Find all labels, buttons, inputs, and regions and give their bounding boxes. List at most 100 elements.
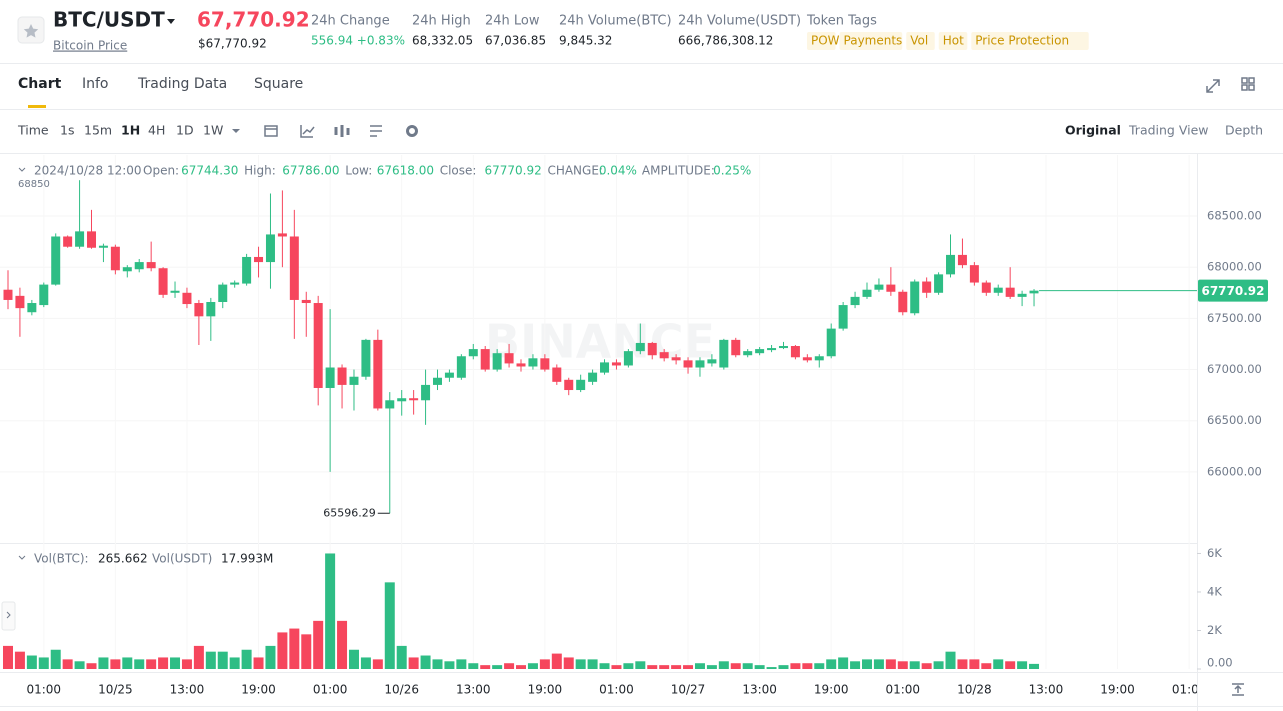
volume-bar xyxy=(802,663,813,669)
interval[interactable]: 1D xyxy=(176,123,194,138)
tab[interactable]: Info xyxy=(82,76,109,92)
volume-bar xyxy=(468,663,479,669)
interval[interactable]: Time xyxy=(17,123,49,138)
tag-bg xyxy=(807,32,836,50)
y-tick-label: 66000.00 xyxy=(1207,464,1262,478)
candle-body xyxy=(206,301,216,317)
vol-label: Vol(BTC): xyxy=(34,552,89,566)
symbol[interactable]: BTC/USDT xyxy=(53,8,165,32)
interval[interactable]: 15m xyxy=(84,123,112,138)
volume-bar xyxy=(146,659,157,669)
interval-arrow[interactable] xyxy=(232,129,240,133)
subtitle-link[interactable]: Bitcoin Price xyxy=(53,39,127,53)
candle-body xyxy=(993,287,1003,293)
candle-body xyxy=(1005,287,1015,297)
tag[interactable]: Price Protection xyxy=(975,34,1069,48)
candle-body xyxy=(683,360,693,368)
interval[interactable]: 1s xyxy=(60,123,74,138)
legend-value: 67770.92 xyxy=(484,164,541,178)
view-option[interactable]: Trading View xyxy=(1128,123,1209,138)
collapse-arrow[interactable] xyxy=(18,167,26,560)
candle-body xyxy=(265,234,275,263)
candle-body xyxy=(946,254,956,275)
volume-bar xyxy=(289,628,300,669)
candle-body xyxy=(647,342,657,356)
y-tick-label: 67000.00 xyxy=(1207,362,1262,376)
candle-body xyxy=(552,367,562,382)
tag[interactable]: Hot xyxy=(943,34,964,48)
candle-body xyxy=(671,357,681,361)
volume-bar xyxy=(575,659,586,669)
stat-label: 24h High xyxy=(412,14,471,29)
volume-bar xyxy=(444,661,455,669)
interval[interactable]: 4H xyxy=(148,123,165,138)
interval[interactable]: 1H xyxy=(121,123,140,138)
volume-bar xyxy=(659,665,670,669)
candle-body xyxy=(707,359,717,364)
min-price-label: 65596.29 xyxy=(323,506,376,519)
view-option[interactable]: Depth xyxy=(1225,123,1263,138)
watermark: BINANCE xyxy=(485,315,715,369)
candle-body xyxy=(218,284,228,302)
stat-label: 24h Low xyxy=(485,14,540,29)
candle-body xyxy=(409,398,419,401)
volume-bar xyxy=(563,657,574,669)
legend-value: 0.25% xyxy=(713,164,751,178)
gear-icon[interactable] xyxy=(406,125,418,137)
interval[interactable]: 1W xyxy=(203,123,223,138)
x-tick-label: 19:00 xyxy=(1100,683,1135,697)
y-tick-label: 67500.00 xyxy=(1207,311,1262,325)
volume-bar xyxy=(730,663,741,669)
tab[interactable]: Chart xyxy=(18,76,62,92)
side-arrow xyxy=(6,611,11,619)
volume-bar xyxy=(253,657,264,669)
candle-body xyxy=(826,328,836,357)
indicator-icon[interactable] xyxy=(300,125,315,138)
candle-body xyxy=(910,281,920,314)
tab[interactable]: Trading Data xyxy=(137,76,227,92)
fullscreen-icon[interactable] xyxy=(1206,79,1220,93)
legend-label: Low: xyxy=(345,164,372,178)
tag-bg xyxy=(839,32,903,50)
candle-body xyxy=(468,349,478,357)
dropdown-arrow[interactable] xyxy=(167,19,175,24)
candle-body xyxy=(695,360,705,368)
calendar-icon[interactable] xyxy=(264,125,278,137)
tag-bg xyxy=(906,32,935,50)
candle-body xyxy=(15,295,25,309)
volume-bar xyxy=(957,659,968,669)
view-option[interactable]: Original xyxy=(1065,123,1121,138)
volume-bar xyxy=(885,659,896,669)
settings-list-icon[interactable] xyxy=(370,125,382,137)
tag[interactable]: Payments xyxy=(844,34,903,48)
candle-body xyxy=(504,353,514,364)
layout-icon[interactable] xyxy=(1241,77,1255,91)
x-tick-label: 10/27 xyxy=(671,683,706,697)
candle-body xyxy=(790,346,800,358)
volume-bar xyxy=(480,665,491,669)
candle-body xyxy=(432,377,442,385)
candle-body xyxy=(922,281,932,293)
candle-body xyxy=(528,358,538,367)
candle-body xyxy=(898,291,908,313)
axis-toggle-icon[interactable] xyxy=(1232,683,1244,696)
x-tick-label: 19:00 xyxy=(528,683,563,697)
volume-bar xyxy=(1029,663,1040,669)
candle-icon[interactable] xyxy=(334,125,350,137)
vol-tick-label: 0.00 xyxy=(1207,656,1233,670)
candle-body xyxy=(182,292,192,305)
x-tick-label: 10/26 xyxy=(384,683,419,697)
x-tick-label: 13:00 xyxy=(456,683,491,697)
volume-bar xyxy=(623,663,634,669)
tag[interactable]: POW xyxy=(811,34,840,48)
candle-body xyxy=(957,254,967,266)
tab[interactable]: Square xyxy=(254,76,303,92)
volume-bar xyxy=(921,663,932,669)
volume-bar xyxy=(516,665,527,669)
tag[interactable]: Vol xyxy=(910,34,928,48)
volume-bar xyxy=(170,657,181,669)
candle-body xyxy=(850,296,860,306)
candle-body xyxy=(576,379,586,391)
candle-body xyxy=(1029,290,1039,294)
volume-bar xyxy=(325,553,336,669)
